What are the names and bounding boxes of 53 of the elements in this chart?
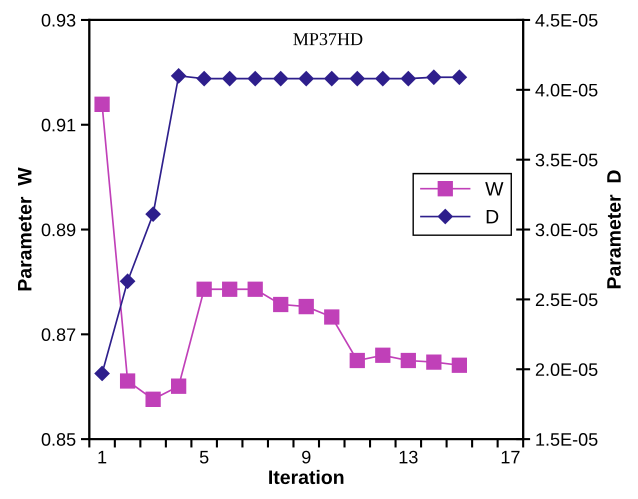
x-tick-label: 5 (200, 450, 208, 464)
point (94, 96, 110, 112)
point (400, 71, 416, 86)
y-tick-label: 0.91 (42, 118, 76, 132)
point (248, 71, 263, 86)
text: MP37HD (293, 33, 362, 46)
point (120, 373, 136, 389)
y2-tick-label: 4.0E-05 (535, 84, 598, 97)
y-tick-label: 0.85 (42, 433, 76, 446)
y-tick-label: 0.89 (42, 223, 76, 236)
point (298, 71, 314, 86)
point (452, 70, 467, 85)
point (171, 378, 186, 394)
point (298, 298, 314, 314)
point (248, 282, 263, 297)
y2-tick-label: 2.0E-05 (536, 363, 598, 376)
point (222, 71, 238, 86)
y2-tick-label: 4.5E-05 (535, 14, 598, 27)
x-axis-title: Iteration (269, 470, 344, 484)
point (222, 282, 238, 297)
x-tick-label: 17 (502, 450, 520, 464)
y2-tick-label: 3.5E-05 (536, 154, 598, 166)
point (120, 274, 136, 289)
y2-tick-label: 3.0E-05 (536, 223, 598, 236)
y-tick-label: 0.87 (42, 328, 76, 342)
y2-tick-label: 2.5E-05 (536, 293, 598, 306)
point (196, 282, 212, 297)
point (171, 68, 186, 84)
point (350, 352, 365, 368)
point (350, 71, 365, 86)
point (426, 354, 442, 370)
point (94, 366, 110, 382)
point (375, 348, 390, 363)
legend-label: W (485, 182, 504, 196)
point (400, 352, 416, 368)
point (196, 71, 212, 86)
y-tick-label: 0.93 (42, 14, 76, 27)
x-tick-label: 1 (98, 450, 106, 464)
point (426, 70, 442, 85)
y2-tick-label: 1.5E-05 (536, 433, 598, 446)
point (324, 309, 340, 325)
point (146, 206, 161, 222)
point (145, 392, 161, 407)
x-tick-label: 9 (302, 450, 310, 464)
point (273, 71, 288, 86)
point (273, 296, 288, 312)
x-tick-label: 13 (400, 450, 418, 464)
legend-label: D (486, 210, 498, 224)
point (375, 71, 390, 86)
point (324, 71, 340, 86)
y-axis-title: Parameter W (18, 167, 32, 290)
point (452, 358, 467, 373)
y2-axis-title: Parameter D (607, 170, 621, 288)
